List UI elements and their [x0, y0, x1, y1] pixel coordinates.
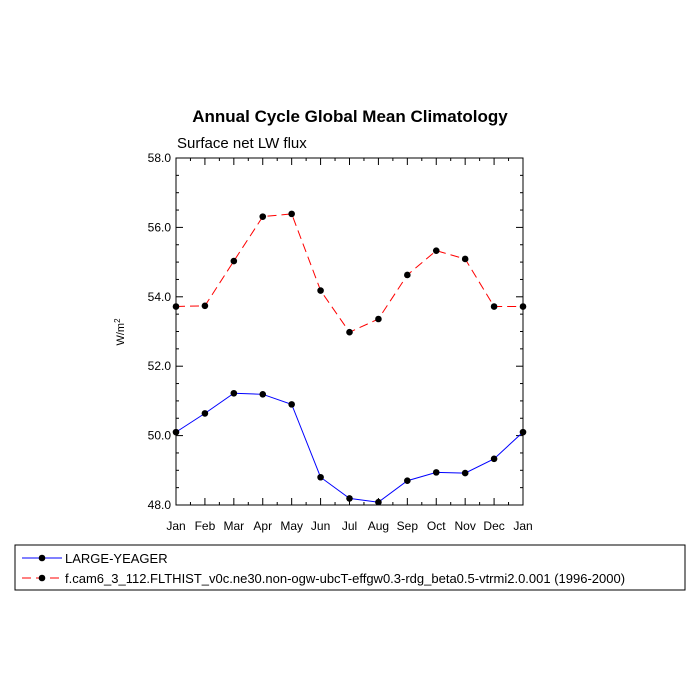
x-tick-label: Dec	[483, 519, 504, 533]
series-1-point	[404, 477, 411, 485]
legend-marker-1	[38, 554, 46, 562]
x-tick-label: Jun	[311, 519, 330, 533]
chart-title: Annual Cycle Global Mean Climatology	[192, 107, 508, 126]
series-2-point	[317, 287, 324, 294]
x-tick-label: Jan	[166, 519, 185, 533]
plot-area: Jan Feb Mar Apr May Jun Jul Aug Sep Oct Nov Dec Jan 4…	[148, 151, 533, 533]
series-1-point	[172, 428, 180, 436]
y-axis-label: W/m2	[113, 318, 127, 346]
y-axis-label-superscript: 2	[113, 318, 122, 323]
series-1-point	[432, 469, 440, 476]
legend-marker-2	[38, 574, 46, 582]
x-tick-label: Mar	[223, 519, 244, 533]
series-2-point	[172, 303, 180, 310]
series-2-point	[288, 210, 295, 218]
y-tick-label: 54.0	[148, 290, 172, 304]
legend: LARGE-YEAGER f.cam6_3_112.FLTHIST_v0c.ne3…	[14, 544, 686, 591]
y-tick-label: 50.0	[148, 429, 172, 443]
x-tick-label: Aug	[368, 519, 389, 533]
x-tick-label: Nov	[454, 519, 475, 533]
series-2-point	[490, 303, 498, 310]
y-tick-label: 56.0	[148, 220, 172, 234]
x-tick-label: Oct	[427, 519, 446, 533]
x-tick-label: Jan	[513, 519, 532, 533]
x-tick-label: Apr	[253, 519, 272, 533]
series-1-point	[519, 428, 527, 436]
series-1-point	[317, 473, 324, 481]
series-2-point	[346, 328, 353, 336]
series-2-point	[201, 302, 209, 310]
series-2-point	[519, 303, 527, 310]
x-tick-label: Sep	[397, 519, 419, 533]
series-1-point	[288, 401, 295, 408]
series-2-point	[259, 213, 267, 220]
series-line-1	[175, 392, 524, 503]
x-tick-label: Feb	[195, 519, 216, 533]
series-1-point	[230, 389, 238, 397]
y-axis-label-text: W/m	[115, 323, 127, 346]
series-layer	[172, 210, 527, 506]
y-tick-label: 48.0	[148, 498, 172, 512]
legend-box	[14, 544, 686, 591]
series-1-point	[201, 410, 209, 417]
series-1-point	[259, 391, 267, 398]
legend-label-1: LARGE-YEAGER	[65, 551, 168, 566]
series-2-point	[404, 271, 411, 279]
series-line-2	[175, 213, 523, 333]
series-1-point	[375, 498, 382, 506]
series-1-point	[346, 495, 353, 502]
series-2-point	[432, 247, 440, 254]
series-2-point	[375, 315, 382, 323]
y-tick-label: 58.0	[148, 151, 172, 165]
x-tick-label: May	[280, 519, 303, 533]
y-tick-label: 52.0	[148, 359, 172, 373]
x-tick-label: Jul	[342, 519, 357, 533]
legend-label-2: f.cam6_3_112.FLTHIST_v0c.ne30.non-ogw-ub…	[65, 571, 625, 586]
chart-subtitle: Surface net LW flux	[177, 135, 307, 152]
series-1-point	[490, 455, 498, 463]
series-1-point	[461, 469, 469, 477]
series-2-point	[461, 255, 469, 263]
series-2-point	[230, 257, 238, 265]
